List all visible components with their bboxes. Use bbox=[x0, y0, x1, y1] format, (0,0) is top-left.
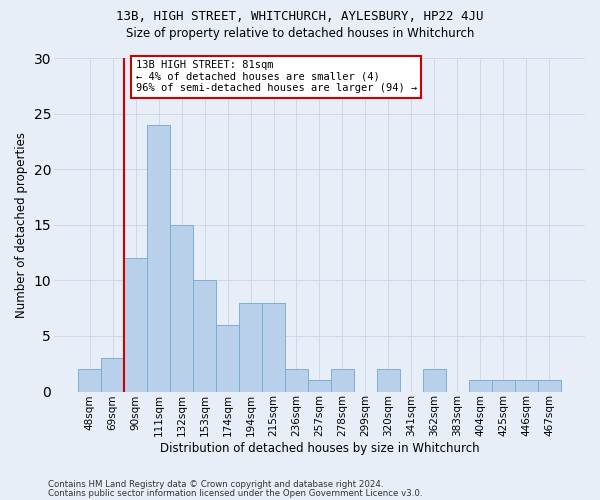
Bar bbox=[423, 370, 446, 392]
Text: Size of property relative to detached houses in Whitchurch: Size of property relative to detached ho… bbox=[126, 28, 474, 40]
Bar bbox=[377, 370, 400, 392]
Bar bbox=[538, 380, 561, 392]
Bar bbox=[216, 325, 239, 392]
Bar bbox=[308, 380, 331, 392]
Bar bbox=[193, 280, 216, 392]
Bar bbox=[262, 302, 285, 392]
Text: 13B, HIGH STREET, WHITCHURCH, AYLESBURY, HP22 4JU: 13B, HIGH STREET, WHITCHURCH, AYLESBURY,… bbox=[116, 10, 484, 23]
Y-axis label: Number of detached properties: Number of detached properties bbox=[15, 132, 28, 318]
Bar bbox=[469, 380, 492, 392]
Bar bbox=[239, 302, 262, 392]
Bar bbox=[492, 380, 515, 392]
Bar bbox=[147, 124, 170, 392]
Bar bbox=[285, 370, 308, 392]
Bar bbox=[101, 358, 124, 392]
Text: Contains public sector information licensed under the Open Government Licence v3: Contains public sector information licen… bbox=[48, 488, 422, 498]
Text: Contains HM Land Registry data © Crown copyright and database right 2024.: Contains HM Land Registry data © Crown c… bbox=[48, 480, 383, 489]
Text: 13B HIGH STREET: 81sqm
← 4% of detached houses are smaller (4)
96% of semi-detac: 13B HIGH STREET: 81sqm ← 4% of detached … bbox=[136, 60, 417, 94]
Bar bbox=[170, 225, 193, 392]
X-axis label: Distribution of detached houses by size in Whitchurch: Distribution of detached houses by size … bbox=[160, 442, 479, 455]
Bar bbox=[124, 258, 147, 392]
Bar bbox=[515, 380, 538, 392]
Bar bbox=[78, 370, 101, 392]
Bar bbox=[331, 370, 354, 392]
